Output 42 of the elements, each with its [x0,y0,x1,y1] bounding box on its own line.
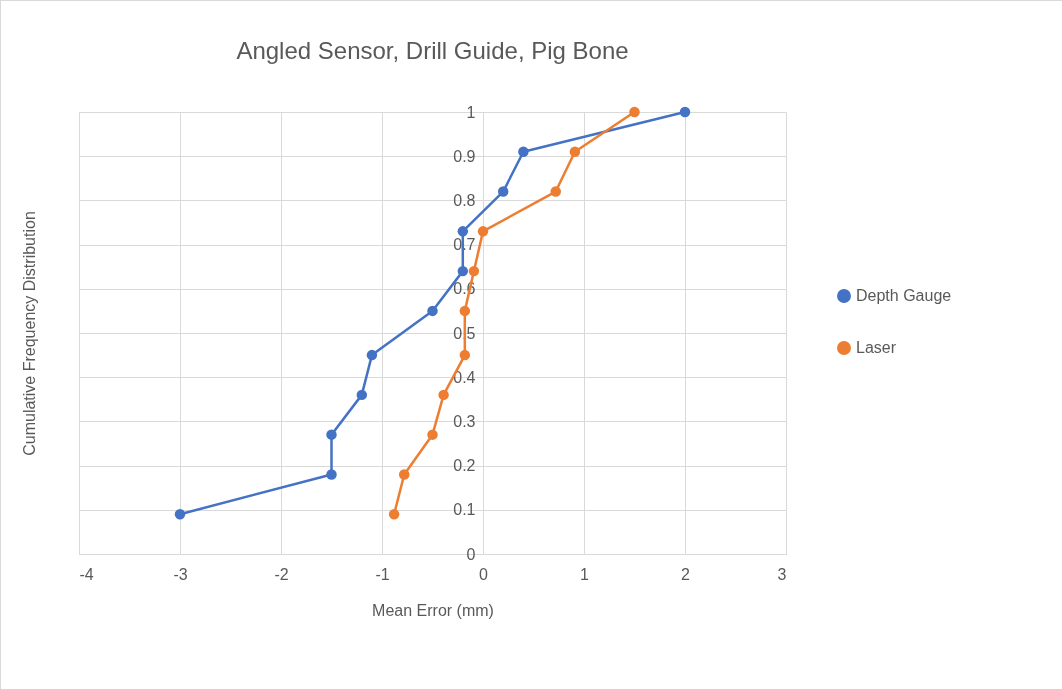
x-tick-label: 2 [681,565,691,583]
y-tick-label: 0.9 [453,147,476,165]
point [459,305,471,317]
legend-label: Laser [856,339,897,356]
point [550,186,561,197]
x-tick-label: -4 [79,565,94,583]
point [427,429,438,440]
point [679,106,691,118]
y-tick-label: 0.3 [453,412,476,430]
point [326,429,337,440]
x-tick-label: -2 [274,565,289,583]
point [629,106,640,118]
x-tick-label: 3 [777,565,787,583]
point [518,146,529,158]
y-tick-label: 0.1 [453,501,476,519]
point [459,349,471,361]
point [427,305,438,317]
y-tick-label: 0 [466,545,476,563]
point [457,226,469,237]
point [438,389,449,401]
x-tick-label: 1 [580,565,590,583]
point [477,226,489,237]
y-tick-label: 0.2 [453,457,476,475]
y-tick-label: 0.8 [453,191,476,209]
point [366,349,378,361]
point [569,146,581,158]
point [457,265,469,277]
point [468,265,480,277]
y-tick-label: 1 [466,103,476,121]
point [398,469,410,480]
point [356,389,368,401]
chart-title: Angled Sensor, Drill Guide, Pig Bone [236,37,629,64]
y-axis-title: Cumulative Frequency Distribution [20,211,38,456]
legend-label: Depth Gauge [856,287,952,304]
point [497,186,509,197]
x-tick-label: -1 [375,565,390,583]
point [326,469,337,480]
x-tick-label: -3 [173,565,188,583]
point [174,508,186,520]
x-tick-label: 0 [479,565,489,583]
x-axis-title: Mean Error (mm) [372,601,494,619]
point [388,508,400,520]
